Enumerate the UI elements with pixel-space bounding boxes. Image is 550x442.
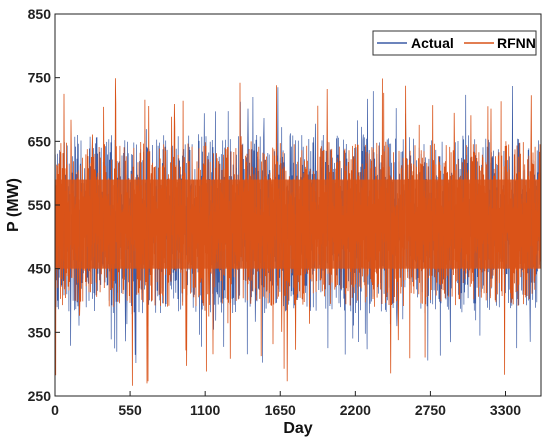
ticks-layer: 0 550 1100 1650 2200 2750 3300 250 350 450 550 650 7… (28, 6, 522, 418)
y-tick-label: 650 (28, 133, 52, 149)
x-tick-label: 550 (118, 402, 142, 418)
x-tick-label: 2200 (340, 402, 371, 418)
legend: Actual RFNN (372, 30, 537, 56)
x-tick-label: 1650 (265, 402, 296, 418)
x-tick-label: 0 (51, 402, 59, 418)
y-tick-label: 750 (28, 70, 52, 86)
y-tick-label: 550 (28, 197, 52, 213)
series-band-rfnn (55, 179, 541, 269)
legend-label-actual: Actual (411, 35, 454, 51)
y-axis-title: P (MW) (5, 178, 22, 232)
x-tick-label: 2750 (415, 402, 446, 418)
y-tick-label: 350 (28, 324, 52, 340)
series-layer (55, 78, 541, 386)
x-axis-title: Day (283, 420, 312, 437)
x-tick-label: 3300 (490, 402, 521, 418)
legend-label-rfnn: RFNN (497, 35, 536, 51)
y-tick-label: 250 (28, 388, 52, 404)
y-tick-label: 450 (28, 261, 52, 277)
x-tick-label: 1100 (190, 402, 221, 418)
y-tick-label: 850 (28, 6, 52, 22)
